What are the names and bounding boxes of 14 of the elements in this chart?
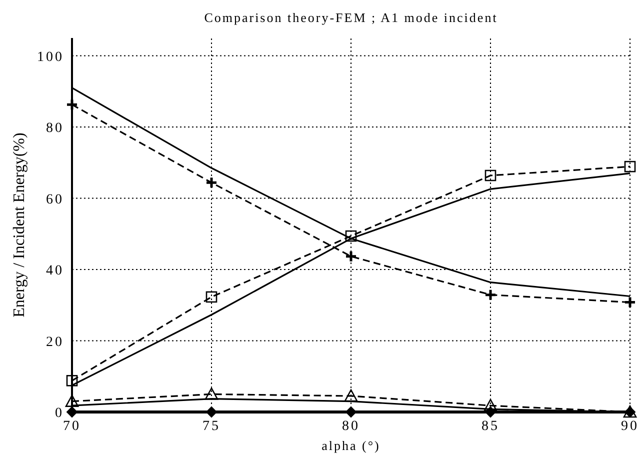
chart-title: Comparison theory-FEM ; A1 mode incident — [204, 10, 498, 25]
y-tick-label: 80 — [46, 121, 64, 136]
x-tick-label: 85 — [482, 419, 500, 434]
y-axis-title: Energy / Incident Energy(%) — [11, 132, 28, 318]
y-tick-label: 100 — [37, 50, 64, 65]
x-axis-title: alpha (°) — [322, 438, 380, 453]
x-tick-label: 75 — [202, 419, 220, 434]
y-tick-label: 20 — [46, 334, 64, 350]
x-tick-label: 80 — [342, 419, 360, 434]
y-tick-label: 60 — [46, 192, 64, 208]
x-tick-label: 70 — [63, 419, 81, 434]
y-tick-label: 0 — [55, 406, 64, 421]
y-tick-label: 40 — [46, 264, 64, 279]
x-tick-label: 90 — [621, 419, 639, 434]
